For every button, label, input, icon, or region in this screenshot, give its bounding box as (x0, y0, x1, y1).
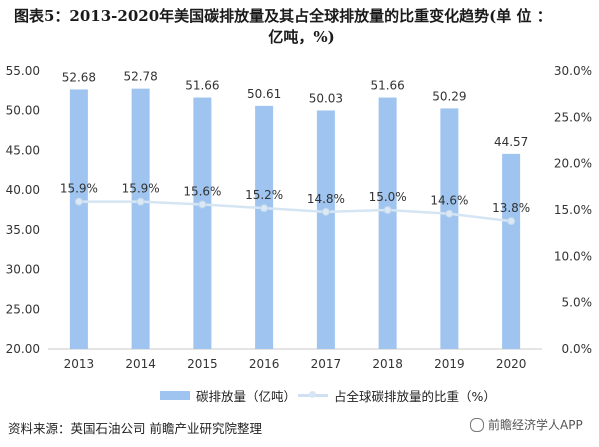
legend-item-line: 占全球碳排放量的比重（%） (298, 386, 496, 405)
x-tick-label: 2017 (311, 357, 342, 371)
y-left-tick-label: 55.00 (6, 64, 40, 78)
share-point (445, 209, 454, 218)
bar-data-label: 52.68 (62, 70, 96, 84)
watermark: 前瞻经济学人APP (470, 416, 583, 433)
x-tick-label: 2018 (372, 357, 403, 371)
watermark-text: 前瞻经济学人APP (488, 418, 583, 432)
bar (502, 153, 521, 349)
legend-swatch-line (298, 391, 328, 398)
y-right-tick-label: 20.0% (554, 157, 592, 171)
x-tick-label: 2020 (496, 357, 527, 371)
share-point (74, 197, 83, 206)
bar-data-label: 50.29 (432, 89, 466, 103)
share-point (507, 217, 516, 226)
legend-label-bar: 碳排放量（亿吨） (196, 389, 297, 404)
share-point (383, 206, 392, 214)
share-data-label: 15.0% (369, 190, 407, 204)
legend-label-line: 占全球碳排放量的比重（%） (334, 389, 496, 404)
x-tick-label: 2015 (187, 357, 218, 371)
bar-data-label: 44.57 (494, 135, 528, 149)
bar-data-label: 51.66 (370, 79, 404, 93)
y-right-tick-label: 25.0% (554, 110, 592, 124)
share-data-label: 14.6% (430, 194, 468, 208)
y-left-tick-label: 50.00 (6, 104, 40, 118)
x-tick-label: 2019 (434, 357, 465, 371)
bar (440, 108, 459, 349)
x-tick-label: 2014 (125, 357, 156, 371)
share-point (136, 197, 145, 206)
share-data-label: 15.9% (60, 182, 98, 196)
chart-title: 图表5：2013-2020年美国碳排放量及其占全球排放量的比重变化趋势(单 位 … (14, 6, 589, 48)
bar (255, 105, 274, 349)
legend-item-bar: 碳排放量（亿吨） (160, 386, 296, 405)
bar-data-label: 50.03 (309, 91, 343, 105)
bar-data-label: 50.61 (247, 87, 281, 101)
x-tick-label: 2013 (64, 357, 95, 371)
y-left-tick-label: 45.00 (6, 143, 40, 157)
share-data-label: 14.8% (307, 192, 345, 206)
share-point (198, 200, 207, 209)
share-point (321, 207, 330, 216)
y-right-tick-label: 15.0% (554, 203, 592, 217)
share-data-label: 15.6% (183, 184, 221, 198)
share-point (260, 204, 269, 213)
legend-swatch-bar (160, 391, 190, 400)
y-right-tick-label: 0.0% (562, 342, 593, 356)
bar (316, 110, 335, 349)
y-left-tick-label: 25.00 (6, 302, 40, 316)
bar-data-label: 51.66 (185, 79, 219, 93)
chart: 20.00 25.00 30.00 35.00 40.00 45.00 50.00 55.00… (6, 64, 593, 371)
share-data-label: 13.8% (492, 201, 530, 215)
y-right-tick-label: 5.0% (562, 296, 593, 310)
bar (69, 89, 88, 349)
bar (131, 88, 150, 349)
bar (193, 97, 212, 349)
share-line (78, 200, 512, 223)
y-left-tick-label: 20.00 (6, 342, 40, 356)
x-tick-label: 2016 (249, 357, 280, 371)
source-note: 资料来源：英国石油公司 前瞻产业研究院整理 (8, 421, 262, 436)
watermark-badge-icon (470, 417, 484, 432)
y-right-tick-label: 10.0% (554, 249, 592, 263)
bar-data-label: 52.78 (123, 70, 157, 84)
y-left-tick-label: 35.00 (6, 223, 40, 237)
share-data-label: 15.9% (122, 182, 160, 196)
chart-title-line-2: 亿吨，%) (268, 28, 335, 46)
bar (378, 97, 397, 349)
y-left-tick-label: 30.00 (6, 263, 40, 277)
share-data-label: 15.2% (245, 188, 283, 202)
y-left-tick-label: 40.00 (6, 183, 40, 197)
chart-title-line-1: 图表5：2013-2020年美国碳排放量及其占全球排放量的比重变化趋势(单 位 … (14, 7, 552, 25)
y-right-tick-label: 30.0% (554, 64, 592, 78)
